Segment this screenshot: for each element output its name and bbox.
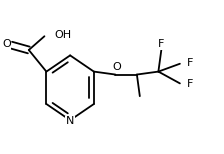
Text: F: F <box>187 79 193 89</box>
Text: F: F <box>187 58 193 68</box>
Text: OH: OH <box>54 30 71 40</box>
Text: N: N <box>66 116 74 126</box>
Text: F: F <box>158 39 164 49</box>
Text: O: O <box>2 39 11 49</box>
Text: O: O <box>112 62 121 72</box>
